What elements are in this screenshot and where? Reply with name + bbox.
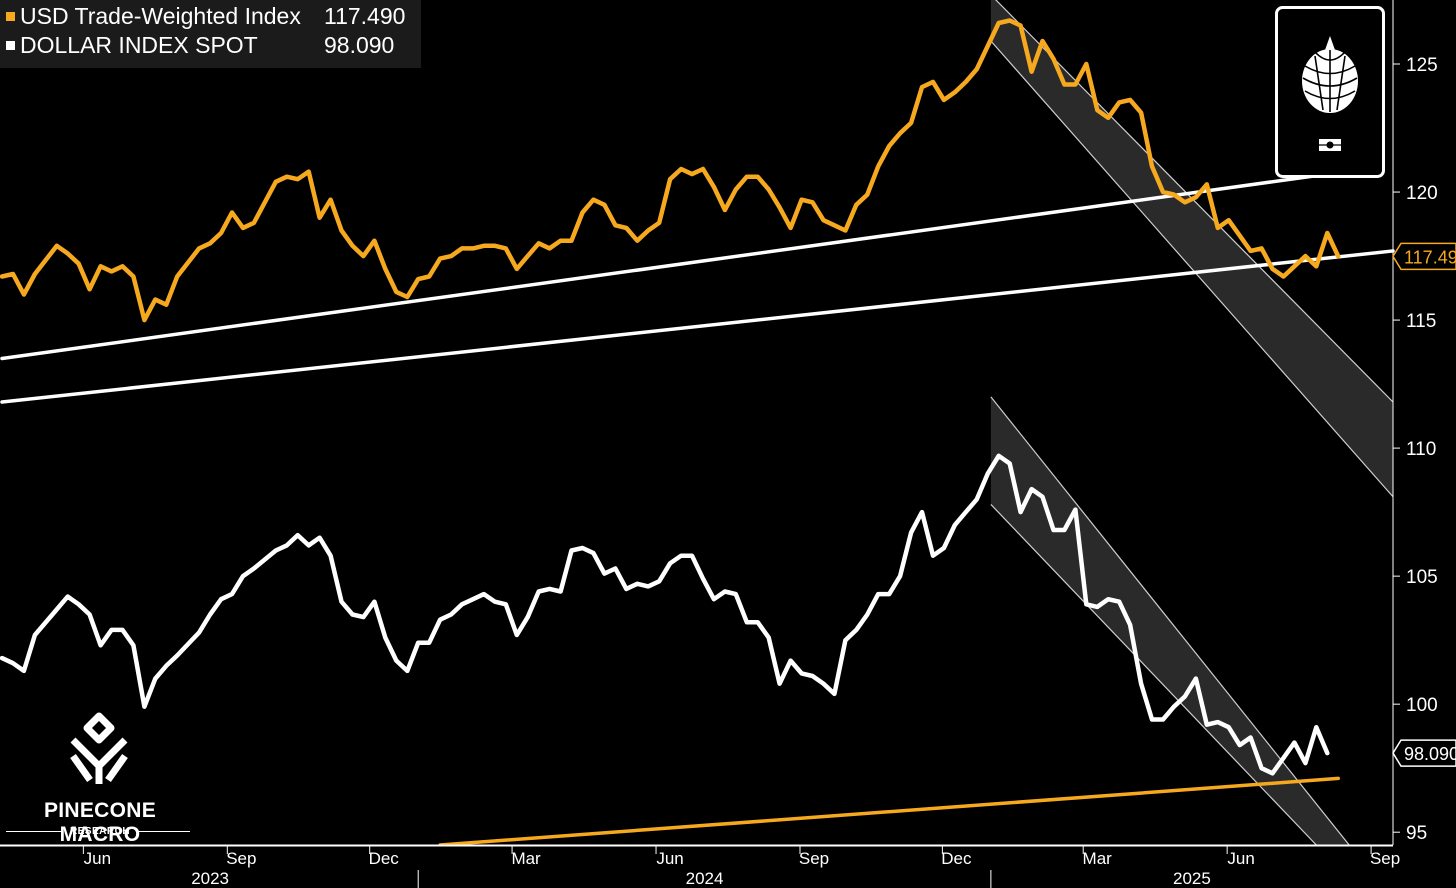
last-value-label: 117.490: [1404, 247, 1456, 267]
legend-item-dollar-index: DOLLAR INDEX SPOT: [6, 31, 258, 60]
x-tick-label: Sep: [1370, 849, 1400, 868]
y-tick-label: 125: [1406, 55, 1438, 76]
legend-label: USD Trade-Weighted Index: [20, 3, 301, 29]
last-value-box: [1392, 242, 1456, 271]
y-tick-label: 115: [1406, 311, 1436, 332]
channel-lower-edge-1: [990, 504, 1317, 846]
brand-subtitle: RESEARCH: [69, 826, 131, 837]
legend-value: 98.090: [324, 32, 395, 58]
x-tick-label: Mar: [511, 849, 541, 868]
year-label: 2025: [1173, 869, 1211, 888]
last-value-tag-0: 117.490: [1392, 242, 1456, 271]
x-axis-band: [0, 846, 1456, 888]
x-tick-label: Mar: [1083, 849, 1113, 868]
series-line-trade-weighted: [0, 18, 1341, 323]
y-tick-label: 95: [1406, 823, 1427, 844]
x-tick-label: Dec: [369, 849, 400, 868]
trend-channels: [990, 0, 1394, 846]
trend-line-1: [0, 249, 1395, 404]
pinecone-icon: [1302, 36, 1358, 113]
year-label: 2024: [686, 869, 724, 888]
series-line-dollar-index: [0, 453, 1330, 776]
legend-item-trade-weighted: USD Trade-Weighted Index: [6, 2, 301, 31]
brand-divider-left: [6, 831, 62, 832]
last-value-tag-1: 98.090: [1392, 739, 1456, 767]
x-tick-label: Jun: [84, 849, 111, 868]
channel-upper-edge-1: [990, 396, 1350, 846]
x-tick-label: Sep: [799, 849, 829, 868]
brand-divider-right: [138, 831, 190, 832]
y-tick-label: 110: [1406, 439, 1436, 460]
brand-name: PINECONE MACRO: [43, 799, 157, 846]
brand-logo: PINECONE MACRO RESEARCH: [2, 710, 198, 846]
x-tick-label: Jun: [656, 849, 683, 868]
last-value-label: 98.090: [1404, 744, 1456, 764]
y-tick-label: 105: [1406, 567, 1438, 588]
last-value-box: [1392, 739, 1456, 767]
year-label: 2023: [191, 869, 229, 888]
channel-band-0: [990, 0, 1393, 497]
channel-lower-edge-0: [990, 40, 1394, 498]
legend-value: 117.490: [324, 3, 406, 29]
x-tick-label: Sep: [226, 849, 256, 868]
trend-lines: [0, 172, 1395, 847]
series-lines: [0, 18, 1341, 776]
trend-line-0: [0, 172, 1330, 361]
legend: USD Trade-Weighted Index 117.490 DOLLAR …: [0, 0, 421, 68]
legend-swatch-white: [6, 41, 15, 50]
pinecone-badge: [1275, 6, 1385, 178]
pinecone-logo-icon: [70, 712, 128, 784]
legend-label: DOLLAR INDEX SPOT: [20, 32, 258, 58]
x-tick-label: Jun: [1227, 849, 1254, 868]
legend-swatch-orange: [6, 12, 15, 21]
y-tick-label: 100: [1406, 695, 1438, 716]
y-tick-label: 120: [1406, 183, 1438, 204]
x-tick-label: Dec: [941, 849, 972, 868]
trend-line-2: [438, 776, 1340, 847]
